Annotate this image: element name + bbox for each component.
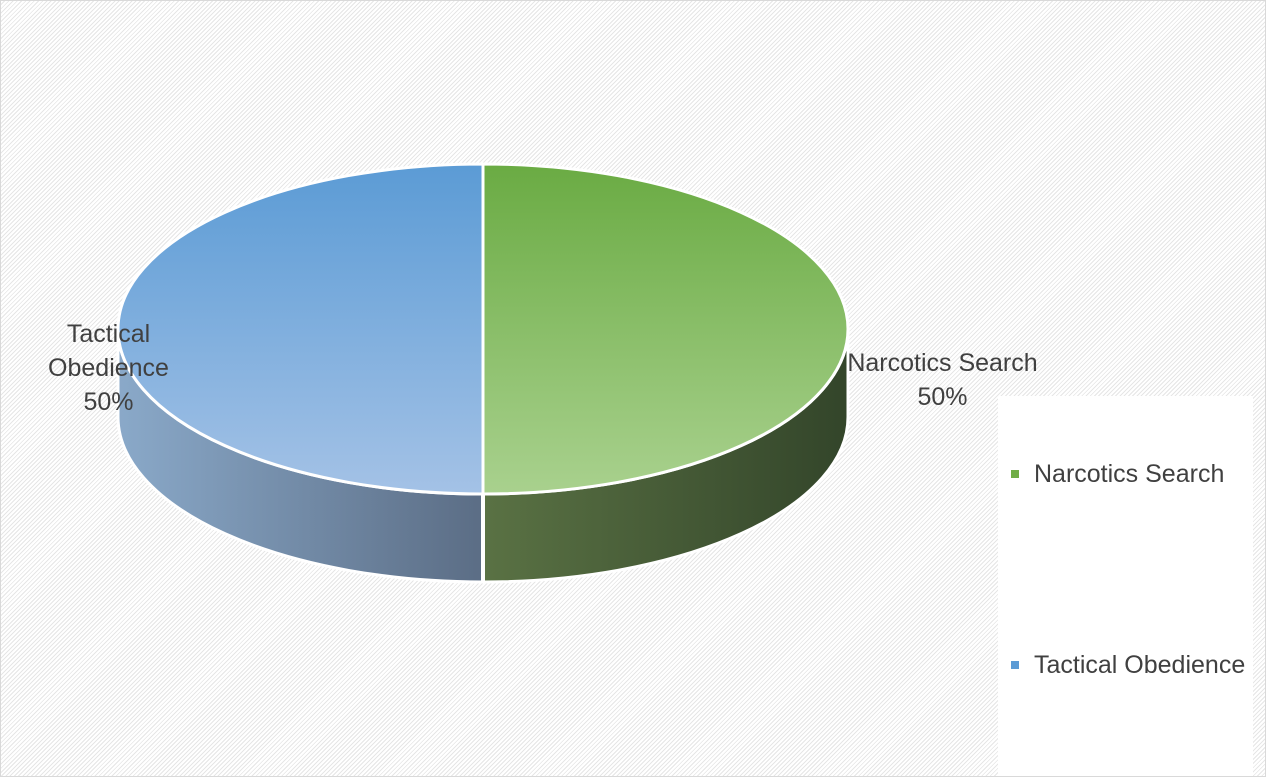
data-label-narcotics-search: Narcotics Search 50% — [835, 346, 1050, 414]
data-label-name: Narcotics Search — [847, 349, 1038, 377]
pie-slice-2[interactable] — [116, 162, 485, 496]
data-label-name-line-1: Tactical — [66, 320, 151, 348]
pie-slice-1[interactable] — [481, 162, 850, 496]
data-label-percent: 50% — [83, 388, 134, 416]
data-label-tactical-obedience: Tactical Obedience 50% — [31, 317, 186, 419]
data-label-percent: 50% — [917, 383, 968, 411]
legend-label: Narcotics Search — [1034, 460, 1225, 488]
legend: Narcotics Search Tactical Obedience — [998, 396, 1253, 776]
legend-swatch — [1011, 470, 1019, 478]
data-label-name-line-2: Obedience — [48, 354, 169, 382]
legend-label: Tactical Obedience — [1034, 651, 1246, 679]
legend-swatch — [1011, 661, 1019, 669]
